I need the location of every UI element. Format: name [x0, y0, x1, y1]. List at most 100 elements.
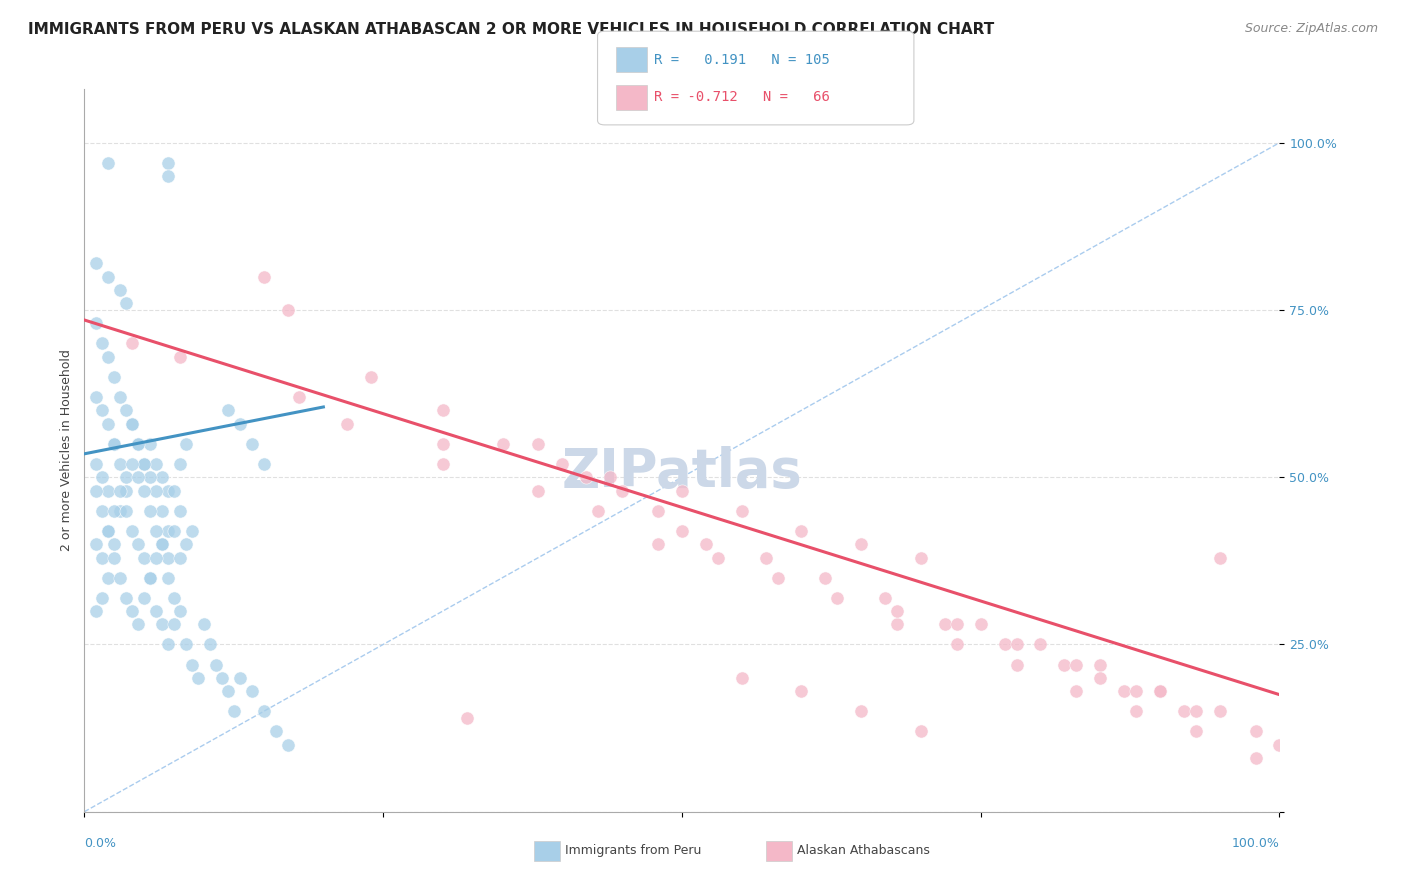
Point — [222, 705, 245, 719]
Point — [86, 390, 108, 404]
Y-axis label: 2 or more Vehicles in Household: 2 or more Vehicles in Household — [60, 350, 73, 551]
Point — [121, 417, 143, 431]
Point — [169, 604, 191, 618]
Point — [755, 550, 778, 565]
Point — [103, 436, 125, 450]
Point — [647, 537, 669, 551]
Text: ZIPatlas: ZIPatlas — [561, 446, 803, 498]
Point — [150, 537, 173, 551]
Point — [1244, 751, 1267, 765]
Point — [492, 436, 515, 450]
Point — [527, 436, 550, 450]
Point — [157, 169, 180, 184]
Point — [103, 369, 125, 384]
Point — [121, 336, 143, 351]
Point — [110, 390, 132, 404]
Point — [277, 738, 299, 752]
Point — [1005, 637, 1028, 651]
Point — [198, 637, 221, 651]
Point — [1125, 705, 1147, 719]
Point — [91, 591, 114, 605]
Point — [132, 457, 156, 471]
Point — [91, 470, 114, 484]
Point — [103, 550, 125, 565]
Point — [432, 457, 454, 471]
Point — [217, 403, 239, 417]
Point — [145, 457, 167, 471]
Point — [150, 617, 173, 632]
Point — [91, 403, 114, 417]
Point — [91, 503, 114, 517]
Point — [1090, 657, 1112, 672]
Point — [145, 483, 167, 498]
Point — [157, 571, 180, 585]
Point — [121, 417, 143, 431]
Point — [432, 403, 454, 417]
Point — [612, 483, 634, 498]
Point — [97, 350, 120, 364]
Point — [139, 436, 162, 450]
Point — [103, 436, 125, 450]
Point — [115, 503, 138, 517]
Point — [671, 524, 693, 538]
Point — [1125, 684, 1147, 698]
Point — [132, 550, 156, 565]
Point — [1149, 684, 1171, 698]
Point — [671, 483, 693, 498]
Point — [169, 550, 191, 565]
Point — [121, 524, 143, 538]
Point — [731, 503, 754, 517]
Point — [115, 470, 138, 484]
Point — [91, 336, 114, 351]
Point — [145, 524, 167, 538]
Point — [360, 369, 382, 384]
Text: IMMIGRANTS FROM PERU VS ALASKAN ATHABASCAN 2 OR MORE VEHICLES IN HOUSEHOLD CORRE: IMMIGRANTS FROM PERU VS ALASKAN ATHABASC… — [28, 22, 994, 37]
Point — [790, 524, 813, 538]
Point — [875, 591, 897, 605]
Point — [110, 571, 132, 585]
Point — [157, 637, 180, 651]
Point — [1114, 684, 1136, 698]
Point — [1053, 657, 1076, 672]
Point — [127, 470, 149, 484]
Point — [946, 617, 969, 632]
Point — [766, 571, 789, 585]
Point — [127, 436, 149, 450]
Point — [1029, 637, 1052, 651]
Point — [150, 503, 173, 517]
Point — [1149, 684, 1171, 698]
Text: R = -0.712   N =   66: R = -0.712 N = 66 — [654, 90, 830, 104]
Point — [181, 524, 204, 538]
Point — [86, 317, 108, 331]
Point — [169, 350, 191, 364]
Point — [163, 617, 186, 632]
Point — [217, 684, 239, 698]
Point — [277, 303, 299, 318]
Point — [1209, 550, 1232, 565]
Point — [97, 571, 120, 585]
Point — [127, 436, 149, 450]
Point — [336, 417, 359, 431]
Point — [127, 537, 149, 551]
Point — [707, 550, 730, 565]
Point — [886, 617, 908, 632]
Point — [695, 537, 717, 551]
Point — [1244, 724, 1267, 739]
Point — [127, 617, 149, 632]
Point — [1185, 705, 1208, 719]
Point — [575, 470, 598, 484]
Point — [86, 457, 108, 471]
Point — [946, 637, 969, 651]
Point — [115, 403, 138, 417]
Point — [647, 503, 669, 517]
Point — [145, 604, 167, 618]
Point — [1066, 684, 1088, 698]
Point — [174, 436, 197, 450]
Point — [551, 457, 574, 471]
Point — [229, 671, 252, 685]
Point — [121, 457, 143, 471]
Point — [132, 457, 156, 471]
Point — [163, 483, 186, 498]
Point — [110, 483, 132, 498]
Text: 100.0%: 100.0% — [1232, 838, 1279, 850]
